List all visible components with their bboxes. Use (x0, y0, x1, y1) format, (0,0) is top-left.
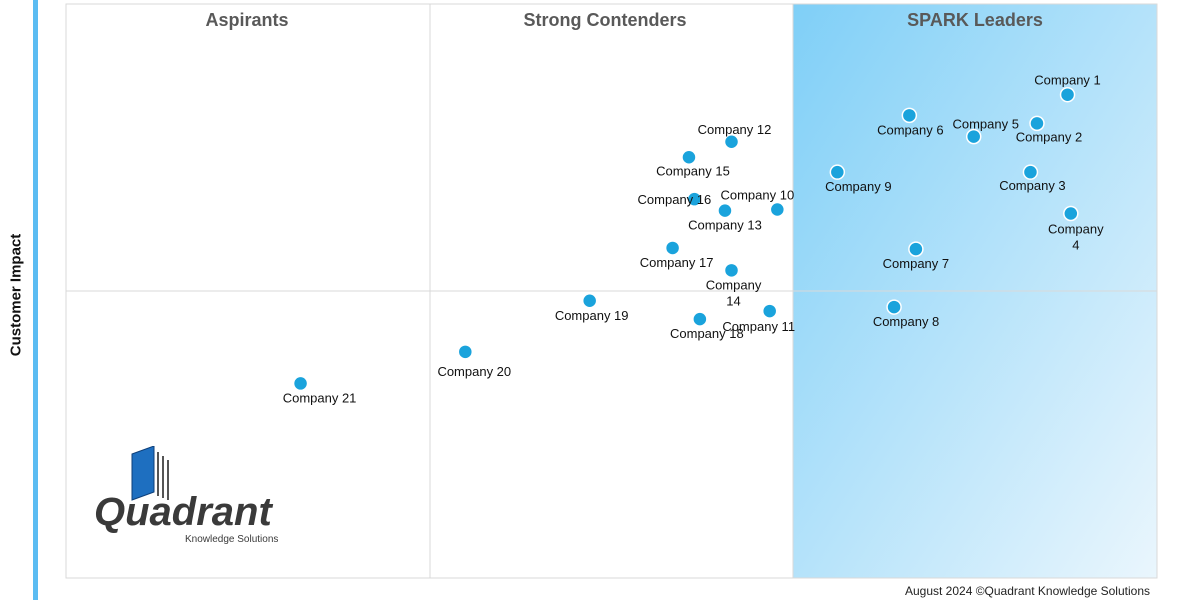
quadrant-logo: Quadrant Knowledge Solutions (92, 446, 302, 550)
data-point-company-15 (681, 149, 697, 166)
point-label-company-14: Company 14 (706, 277, 762, 308)
point-label-company-3: Company 3 (999, 178, 1065, 193)
point-label-company-6: Company 6 (877, 122, 943, 137)
quadrant-title-spark-leaders: SPARK Leaders (907, 10, 1043, 30)
point-label-company-15: Company 15 (656, 163, 730, 178)
point-label-company-18: Company 18 (670, 326, 744, 341)
point-label-company-2: Company 2 (1016, 129, 1082, 144)
data-point-company-2 (1029, 115, 1045, 132)
point-label-company-11: Company 11 (722, 319, 795, 334)
data-point-company-20 (457, 344, 474, 360)
data-point-company-7 (908, 241, 924, 257)
data-point-company-4 (1063, 205, 1079, 222)
quadrant-title-strong-contenders: Strong Contenders (523, 10, 686, 30)
points-layer: Company 1 Company 2 Company 3 Company 4 Compa… (283, 73, 1104, 406)
point-label-company-13: Company 13 (688, 218, 762, 233)
data-point-company-5 (965, 128, 982, 145)
data-point-company-14 (723, 262, 740, 279)
data-point-company-12 (723, 134, 740, 150)
point-label-company-17: Company 17 (640, 255, 714, 270)
left-accent-bar (33, 0, 38, 600)
quadrant-title-aspirants: Aspirants (205, 10, 288, 30)
data-point-company-16 (686, 191, 703, 207)
logo-tagline: Knowledge Solutions (185, 534, 279, 545)
point-label-company-4: Company 4 (1048, 222, 1104, 253)
data-point-company-13 (717, 202, 733, 219)
book-logo-icon (131, 446, 169, 501)
data-point-company-6 (901, 107, 918, 124)
data-point-company-18 (692, 311, 708, 327)
point-label-company-5: Company 5 (952, 117, 1018, 132)
data-point-company-1 (1059, 86, 1076, 103)
data-point-company-9 (829, 164, 846, 180)
point-label-company-20: Company 20 (437, 364, 511, 379)
data-point-company-10 (769, 201, 786, 218)
point-label-company-9: Company 9 (825, 179, 891, 194)
footer-copyright: August 2024 ©Quadrant Knowledge Solution… (904, 584, 1150, 598)
point-label-company-10: Company 10 (720, 187, 794, 202)
point-label-company-1: Company 1 (1034, 73, 1100, 88)
data-point-company-11 (761, 303, 778, 319)
point-label-company-8: Company 8 (873, 314, 939, 329)
point-label-company-21: Company 21 (283, 390, 357, 405)
data-point-company-19 (581, 293, 598, 309)
point-label-company-12: Company 12 (698, 122, 772, 137)
data-point-company-3 (1022, 164, 1039, 180)
data-point-company-17 (664, 240, 681, 256)
point-label-company-7: Company 7 (883, 256, 949, 271)
data-point-company-21 (292, 375, 309, 392)
logo-wordmark: Quadrant (94, 490, 272, 534)
point-label-company-19: Company 19 (555, 308, 629, 323)
data-point-company-8 (886, 299, 902, 315)
point-label-company-16: Company 16 (638, 192, 712, 207)
